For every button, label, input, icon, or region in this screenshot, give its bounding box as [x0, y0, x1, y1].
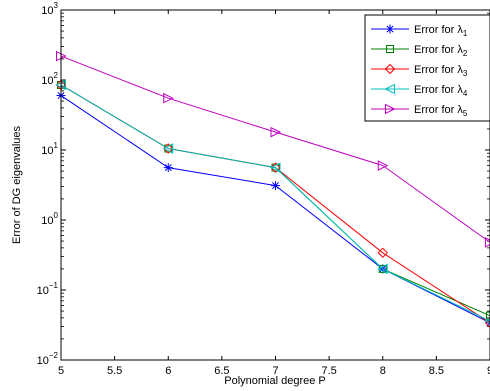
legend-label-3: Error for λ3 — [414, 64, 468, 78]
series-4-point — [162, 143, 174, 154]
x-tick-label: 8.5 — [429, 365, 444, 377]
y-tick-label: 103 — [41, 1, 58, 17]
legend-marker-1 — [385, 24, 395, 34]
legend-marker-5 — [385, 103, 396, 115]
series-4-point — [377, 263, 388, 275]
legend-marker-2 — [386, 45, 394, 53]
series-3-point — [270, 162, 281, 173]
series-1-point — [163, 163, 173, 173]
legend-marker-4 — [384, 83, 395, 95]
legend: Error for λ1 Error for λ2 Error for λ3 Erro… — [364, 14, 490, 122]
legend-label-4: Error for λ4 — [414, 84, 468, 98]
legend-label-5: Error for λ5 — [414, 104, 468, 118]
legend-marker-3 — [384, 63, 396, 75]
series-2-point — [486, 311, 490, 320]
series-5-point — [163, 92, 174, 104]
series-1-point — [271, 181, 280, 191]
y-tick-label: 10−2 — [37, 351, 59, 367]
x-tick-label: 9 — [487, 365, 490, 377]
y-tick-label: 10−1 — [37, 281, 59, 297]
series-line-5 — [60, 55, 490, 243]
x-tick-label: 7.5 — [321, 365, 336, 377]
plot-frame — [60, 9, 490, 361]
legend-label-1: Error for λ1 — [414, 24, 468, 38]
series-layer — [55, 50, 490, 329]
tick-labels: 5 5.5 6 6.5 7 7.5 8 8.5 9 10−2 10−1 100 101 102 103 — [37, 1, 490, 377]
x-tick-label: 6 — [165, 365, 171, 377]
x-tick-label: 5 — [58, 365, 64, 377]
series-5-point — [270, 126, 282, 138]
y-axis-label: Error of DG eigenvalues — [11, 126, 23, 244]
series-3-point — [377, 247, 388, 259]
x-tick-label: 7 — [272, 365, 278, 377]
series-4-point — [269, 162, 281, 173]
y-tick-label: 102 — [41, 71, 58, 87]
series-5-point — [377, 160, 389, 171]
legend-label-2: Error for λ2 — [414, 44, 468, 58]
y-tick-label: 101 — [41, 141, 58, 157]
series-5-point — [485, 237, 490, 248]
series-line-4 — [60, 84, 490, 322]
x-tick-label: 6.5 — [214, 365, 229, 377]
x-tick-label: 5.5 — [107, 365, 122, 377]
x-axis-label: Polynomial degree P — [224, 375, 326, 387]
x-tick-label: 8 — [380, 365, 386, 377]
y-tick-label: 100 — [41, 211, 58, 227]
